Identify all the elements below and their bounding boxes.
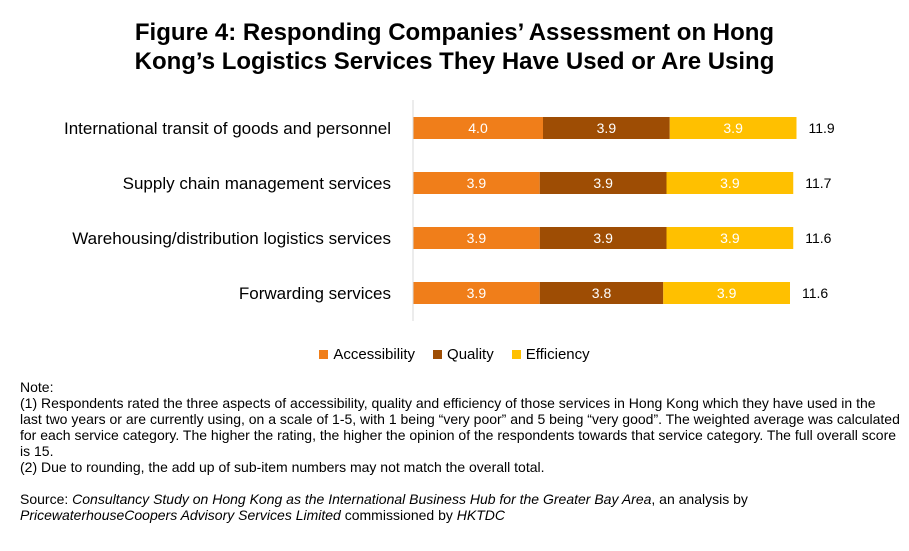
legend-item-accessibility: Accessibility — [319, 346, 415, 363]
legend-label-accessibility: Accessibility — [333, 346, 416, 363]
chart-plot: International transit of goods and perso… — [64, 100, 835, 321]
bar-accessibility — [413, 172, 540, 194]
bar-accessibility — [413, 282, 540, 304]
data-label-accessibility: 3.9 — [467, 285, 487, 301]
source-prefix: Source: — [20, 491, 73, 507]
legend-label-efficiency: Efficiency — [525, 346, 590, 363]
data-label-accessibility: 3.9 — [467, 230, 487, 246]
legend-swatch-accessibility — [319, 350, 329, 359]
data-label-efficiency: 3.9 — [723, 120, 743, 136]
total-label: 11.9 — [809, 120, 835, 136]
data-label-efficiency: 3.9 — [720, 175, 740, 191]
bar-quality — [543, 117, 670, 139]
total-label: 11.6 — [805, 230, 831, 246]
notes-section: Note: (1) Respondents rated the three as… — [20, 379, 900, 523]
data-label-efficiency: 3.9 — [717, 285, 737, 301]
bar-accessibility — [413, 227, 540, 249]
legend-label-quality: Quality — [447, 346, 494, 363]
chart-title-line-1: Figure 4: Responding Companies’ Assessme… — [134, 19, 775, 46]
data-label-quality: 3.9 — [593, 230, 613, 246]
category-label: International transit of goods and perso… — [64, 119, 391, 138]
bar-quality — [539, 282, 664, 304]
source-org: HKTDC — [456, 507, 506, 523]
legend-swatch-efficiency — [511, 350, 521, 359]
data-label-accessibility: 3.9 — [467, 175, 487, 191]
chart-legend: Accessibility Quality Efficiency — [0, 346, 909, 363]
bar-efficiency — [669, 117, 797, 139]
legend-swatch-quality — [433, 350, 443, 359]
bar-accessibility — [413, 117, 543, 139]
data-label-quality: 3.9 — [593, 175, 613, 191]
bar-efficiency — [663, 282, 790, 304]
source-citation: Source: Consultancy Study on Hong Kong a… — [20, 491, 900, 523]
data-label-efficiency: 3.9 — [720, 230, 740, 246]
source-mid-1: , an analysis by — [651, 491, 748, 507]
source-study-title: Consultancy Study on Hong Kong as the In… — [72, 491, 652, 507]
note-2: (2) Due to rounding, the add up of sub-i… — [20, 459, 545, 475]
total-label: 11.6 — [802, 285, 828, 301]
total-label: 11.7 — [805, 175, 831, 191]
bar-efficiency — [666, 227, 794, 249]
category-label: Warehousing/distribution logistics servi… — [72, 229, 391, 248]
data-label-quality: 3.9 — [597, 120, 617, 136]
data-label-accessibility: 4.0 — [468, 120, 488, 136]
note-1: (1) Respondents rated the three aspects … — [20, 395, 900, 459]
bar-quality — [539, 227, 667, 249]
category-label: Supply chain management services — [123, 174, 391, 193]
source-firm: PricewaterhouseCoopers Advisory Services… — [20, 507, 341, 523]
legend-item-quality: Quality — [433, 346, 494, 363]
chart-title-line-2: Kong’s Logistics Services They Have Used… — [134, 48, 775, 75]
legend-item-efficiency: Efficiency — [511, 346, 590, 363]
bar-quality — [539, 172, 667, 194]
data-label-quality: 3.8 — [592, 285, 612, 301]
source-mid-2: commissioned by — [340, 507, 457, 523]
notes-heading: Note: — [20, 379, 54, 395]
chart-title: Figure 4: Responding Companies’ Assessme… — [0, 18, 909, 76]
bar-efficiency — [666, 172, 794, 194]
category-label: Forwarding services — [239, 284, 391, 303]
